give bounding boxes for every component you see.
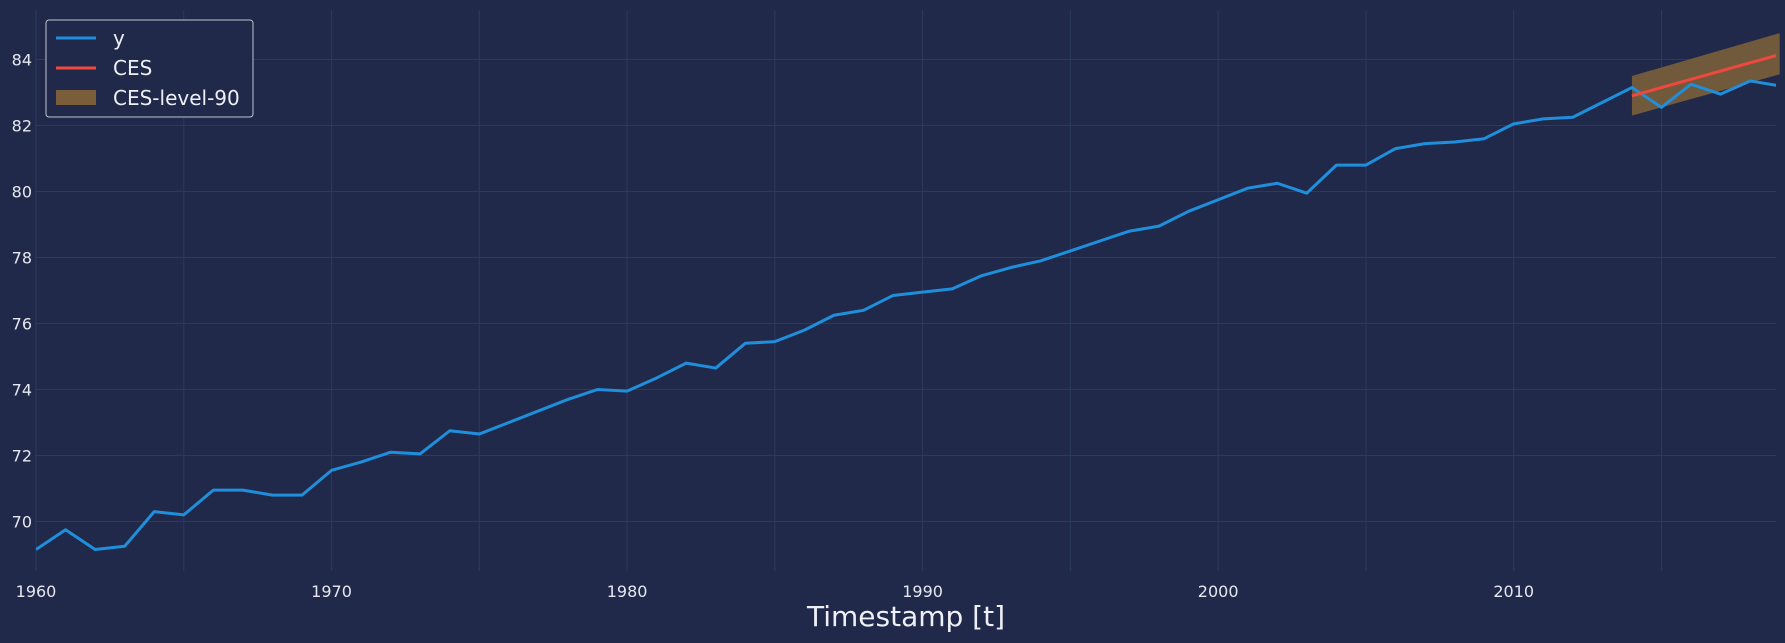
legend: y CES CES-level-90 [45, 19, 254, 118]
x-tick-label: 1980 [607, 582, 648, 601]
series-line-ces [1631, 54, 1776, 98]
x-axis-title: Timestamp [t] [806, 600, 1005, 633]
x-tick-label: 2000 [1198, 582, 1239, 601]
y-tick-label: 72 [12, 447, 32, 466]
legend-label-ces: CES [113, 56, 152, 80]
legend-box [45, 19, 254, 118]
y-tick-label: 70 [12, 513, 32, 532]
series-layer [36, 54, 1776, 552]
y-tick-label: 84 [12, 51, 32, 70]
y-tick-label: 80 [12, 183, 32, 202]
x-tick-label: 1960 [16, 582, 57, 601]
y-tick-label: 78 [12, 249, 32, 268]
x-tick-label: 1990 [902, 582, 943, 601]
legend-swatch-ces-level-90 [56, 90, 96, 105]
y-tick-label: 82 [12, 117, 32, 136]
x-tick-label: 1970 [311, 582, 352, 601]
y-tick-labels: 70 72 74 76 78 80 82 84 [12, 51, 32, 532]
y-tick-label: 74 [12, 381, 32, 400]
x-tick-labels: 1960 1970 1980 1990 2000 2010 [16, 582, 1534, 601]
x-tick-label: 2010 [1493, 582, 1534, 601]
y-tick-label: 76 [12, 315, 32, 334]
legend-label-y: y [113, 26, 125, 50]
legend-label-ces-level-90: CES-level-90 [113, 86, 240, 110]
series-line-y [36, 79, 1776, 552]
